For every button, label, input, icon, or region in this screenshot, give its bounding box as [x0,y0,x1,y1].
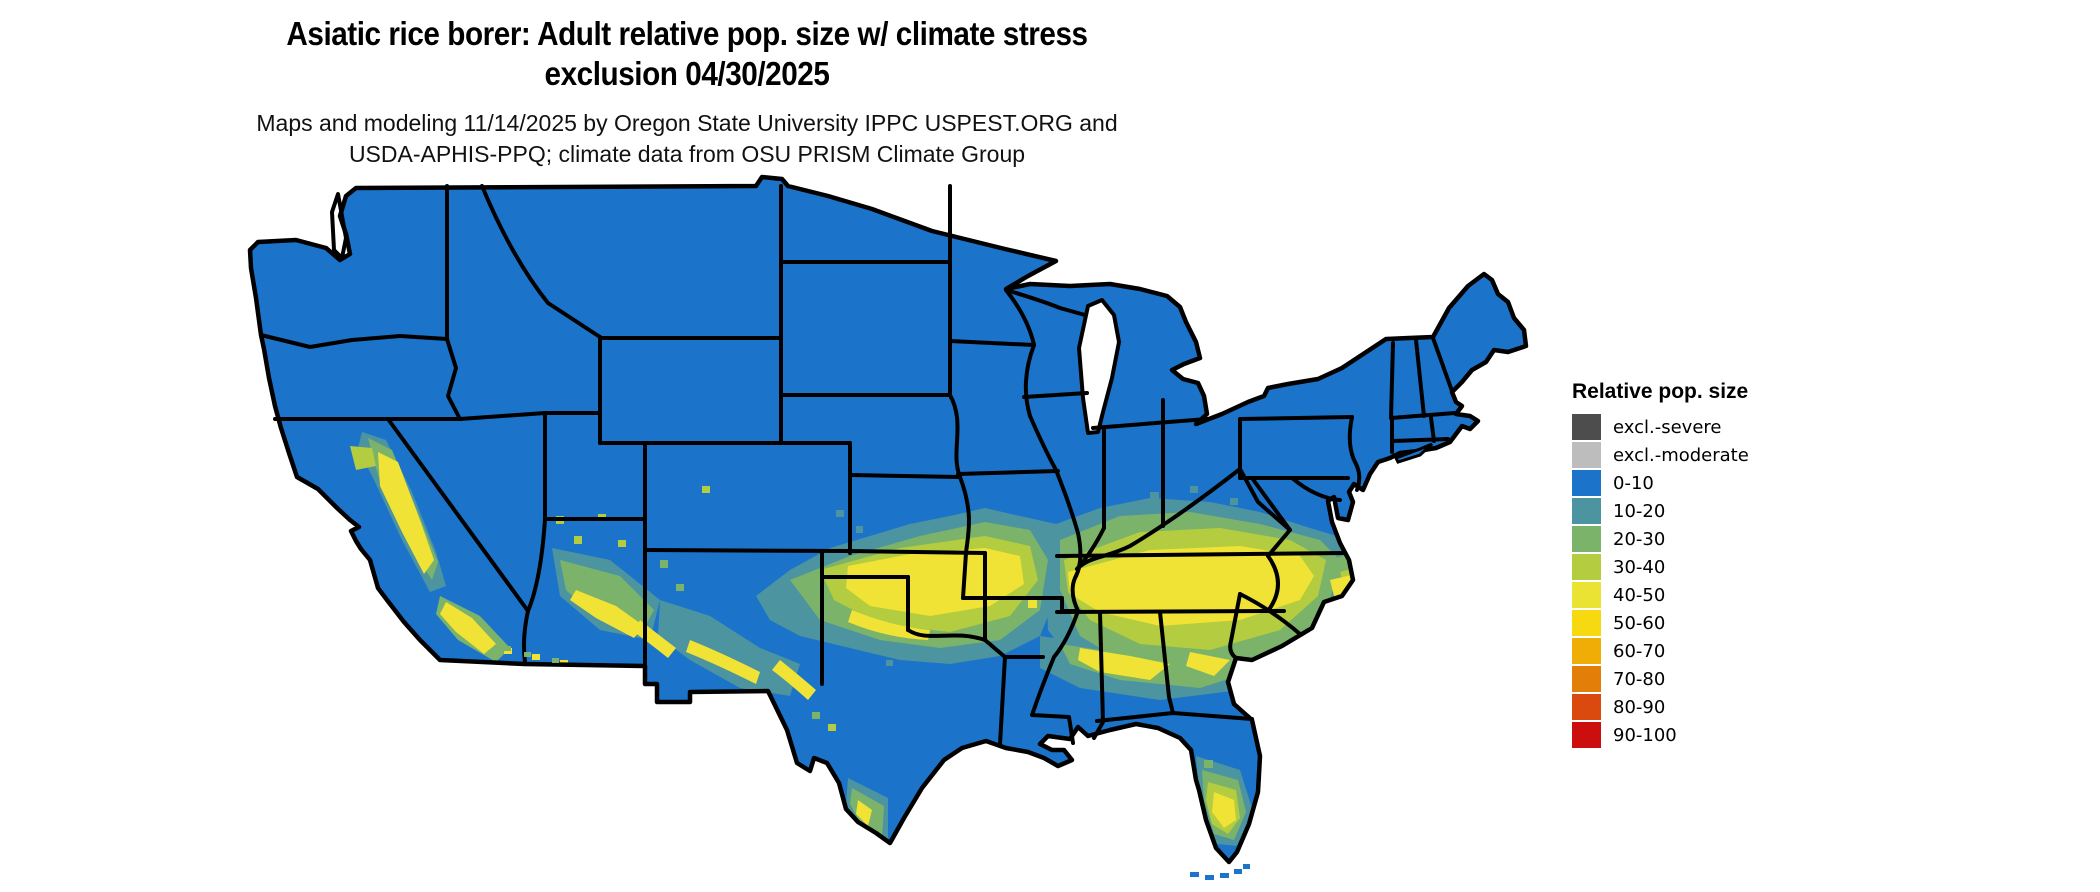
legend-color-swatch [1572,554,1601,580]
title-block: Asiatic rice borer: Adult relative pop. … [0,14,1374,170]
map-subtitle-line1: Maps and modeling 11/14/2025 by Oregon S… [256,110,1118,136]
legend-color-swatch [1572,722,1601,748]
map-title: Asiatic rice borer: Adult relative pop. … [69,14,1306,94]
state-borders [259,184,1457,746]
national-outline [247,174,1529,865]
map-subtitle: Maps and modeling 11/14/2025 by Oregon S… [0,108,1374,170]
florida-keys [1190,864,1250,880]
map-legend: Relative pop. size excl.-severe excl.-mo… [1572,380,1892,749]
channel-islands [504,646,559,663]
legend-item-label: excl.-severe [1613,416,1722,438]
legend-item: 60-70 [1572,637,1892,665]
legend-color-swatch [1572,610,1601,636]
legend-item: 90-100 [1572,721,1892,749]
islands [504,442,1434,880]
land-area [250,177,1526,862]
legend-item-label: 20-30 [1613,528,1666,550]
legend-item-label: excl.-moderate [1613,444,1749,466]
legend-item-label: 60-70 [1613,640,1666,662]
legend-item: 20-30 [1572,525,1892,553]
legend-item: 50-60 [1572,609,1892,637]
legend-color-swatch [1572,666,1601,692]
legend-item: excl.-severe [1572,413,1892,441]
legend-item: 30-40 [1572,553,1892,581]
legend-item-label: 10-20 [1613,500,1666,522]
legend-item: 70-80 [1572,665,1892,693]
legend-items: excl.-severe excl.-moderate 0-10 10-20 2… [1572,413,1892,749]
legend-color-swatch [1572,526,1601,552]
legend-item: 80-90 [1572,693,1892,721]
legend-color-swatch [1572,498,1601,524]
legend-color-swatch [1572,582,1601,608]
legend-item: 40-50 [1572,581,1892,609]
legend-item-label: 0-10 [1613,472,1654,494]
lake-michigan [1077,298,1121,435]
legend-item: 0-10 [1572,469,1892,497]
map-subtitle-line2: USDA-APHIS-PPQ; climate data from OSU PR… [348,141,1026,167]
legend-item-label: 80-90 [1613,696,1666,718]
legend-color-swatch [1572,442,1601,468]
legend-item-label: 50-60 [1613,612,1666,634]
legend-item-label: 30-40 [1613,556,1666,578]
legend-item-label: 90-100 [1613,724,1677,746]
legend-item-label: 40-50 [1613,584,1666,606]
legend-title: Relative pop. size [1572,380,1749,403]
legend-item: excl.-moderate [1572,441,1892,469]
map-title-line2: exclusion 04/30/2025 [544,55,830,92]
legend-item: 10-20 [1572,497,1892,525]
legend-color-swatch [1572,470,1601,496]
legend-color-swatch [1572,414,1601,440]
legend-item-label: 70-80 [1613,668,1666,690]
map-title-line1: Asiatic rice borer: Adult relative pop. … [286,15,1088,52]
long-island [1393,442,1434,464]
legend-color-swatch [1572,638,1601,664]
legend-color-swatch [1572,694,1601,720]
